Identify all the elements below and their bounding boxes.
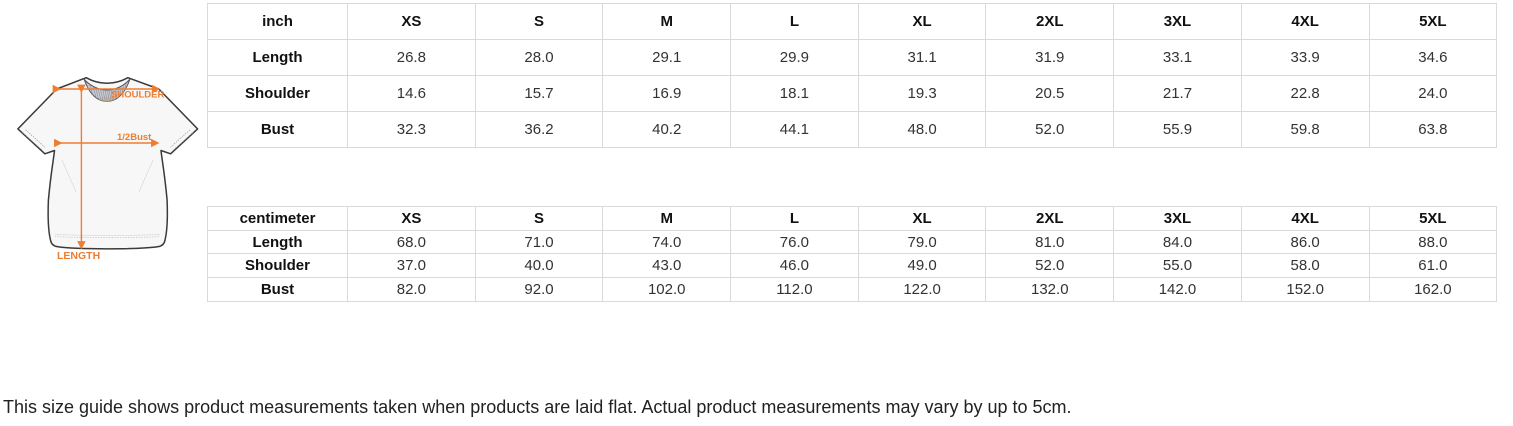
svg-text:LENGTH: LENGTH (57, 250, 100, 262)
svg-text:SHOULDER: SHOULDER (111, 90, 164, 101)
svg-text:1/2Bust: 1/2Bust (117, 132, 152, 143)
